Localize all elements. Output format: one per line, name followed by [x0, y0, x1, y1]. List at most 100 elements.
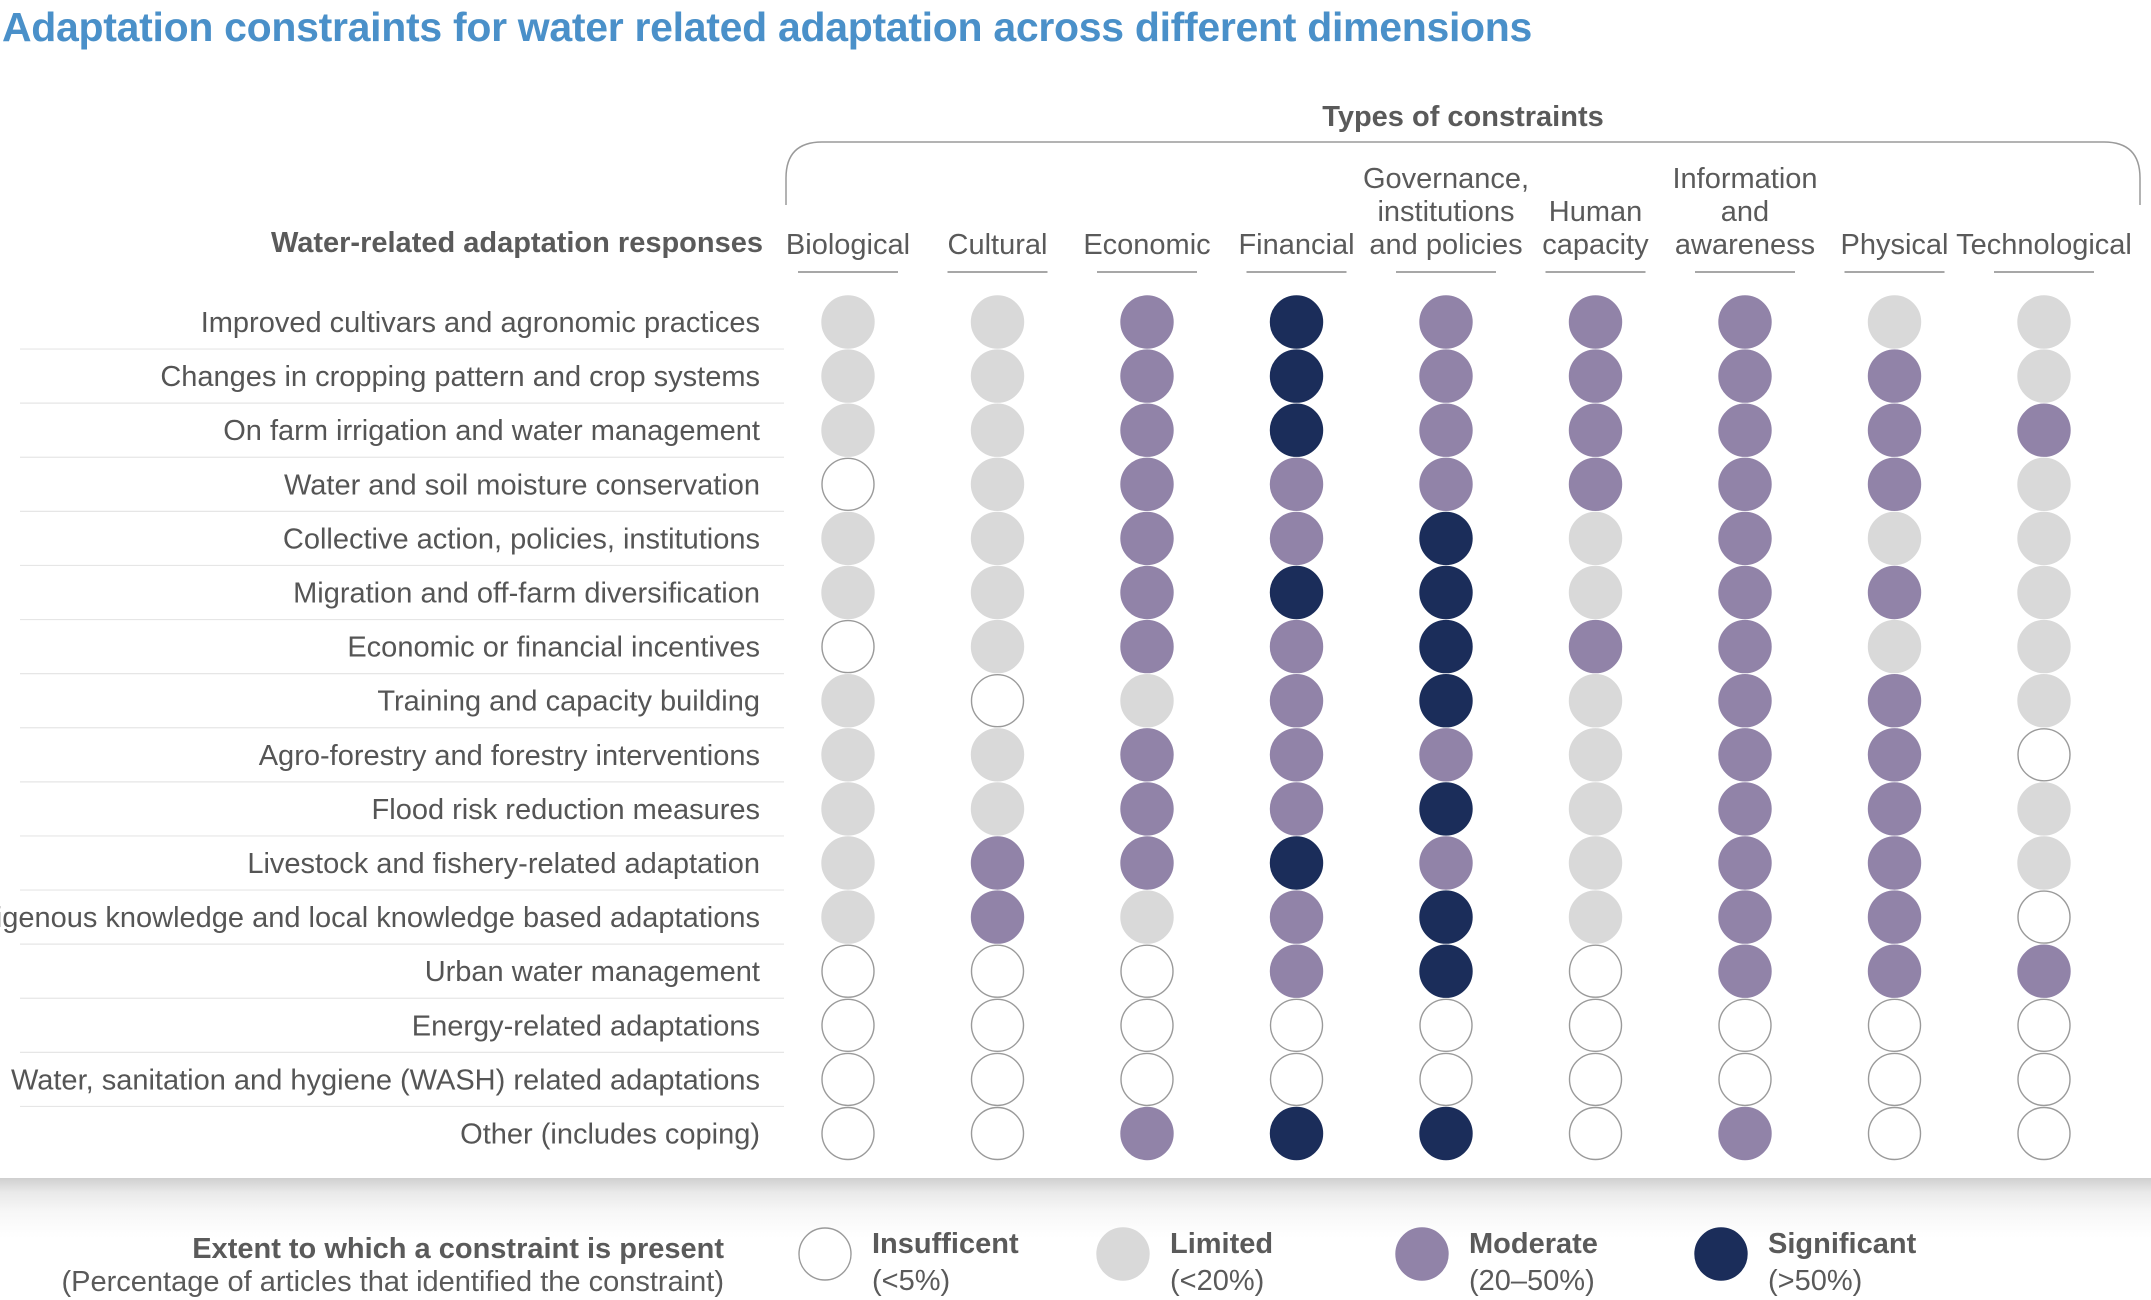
constraint-dot [1269, 457, 1324, 511]
constraint-dot [2017, 619, 2071, 674]
constraint-dot [1419, 782, 1473, 836]
constraint-dot [821, 728, 875, 782]
constraint-dot [1568, 565, 1623, 620]
constraint-dot [1419, 836, 1473, 890]
constraint-dot [821, 511, 875, 566]
constraint-dot [1120, 619, 1174, 674]
constraint-dot [1120, 403, 1174, 457]
constraint-dot [1269, 1106, 1324, 1161]
row-label: Collective action, policies, institution… [283, 523, 760, 555]
legend-item-range: (<5%) [872, 1265, 950, 1297]
constraint-dot [1419, 998, 1473, 1053]
constraint-dot [1867, 944, 1922, 998]
constraint-dot [1867, 836, 1922, 890]
column-header: Technological [1956, 229, 2132, 261]
constraint-dot [821, 836, 875, 890]
constraint-dot [970, 782, 1025, 836]
legend-item-range: (<20%) [1170, 1265, 1264, 1297]
row-label: Flood risk reduction measures [372, 794, 760, 826]
constraint-dot [1120, 511, 1174, 566]
constraint-dot [821, 782, 875, 836]
constraint-dot [2017, 836, 2071, 890]
column-header: Governance, institutions and policies [1363, 163, 1529, 261]
constraint-dot [1419, 674, 1473, 728]
constraint-dot [821, 890, 875, 944]
column-header: Biological [786, 229, 910, 261]
page-title: Adaptation constraints for water related… [2, 4, 1533, 50]
constraint-dot [970, 674, 1025, 728]
constraint-dot [1867, 1052, 1922, 1107]
constraint-dot [1419, 619, 1473, 674]
constraint-dot [1867, 457, 1922, 511]
constraint-dot [1867, 782, 1922, 836]
constraint-dot [1718, 728, 1772, 782]
constraint-dot [1120, 728, 1174, 782]
row-label: Urban water management [425, 956, 760, 988]
constraint-dot [821, 403, 875, 457]
constraint-dot [1419, 457, 1473, 511]
constraint-dot [2017, 403, 2071, 457]
legend-swatch [1395, 1227, 1449, 1281]
constraint-dot [1867, 1106, 1922, 1161]
constraint-dot [1419, 511, 1473, 566]
row-label: Livestock and fishery-related adaptation [247, 848, 760, 880]
constraint-dot [1867, 728, 1922, 782]
legend-band [0, 1178, 2151, 1300]
constraint-dot [1120, 782, 1174, 836]
constraint-dot [2017, 565, 2071, 620]
constraint-dot [1718, 674, 1772, 728]
row-label: Migration and off-farm diversification [293, 578, 760, 610]
constraint-dot [1269, 295, 1324, 349]
constraint-dot [1568, 674, 1623, 728]
constraint-dot [1568, 944, 1623, 998]
constraint-dot [1120, 674, 1174, 728]
constraint-dot [1568, 836, 1623, 890]
constraint-dot [970, 349, 1025, 403]
constraint-dot [970, 1106, 1025, 1161]
constraint-dot [1867, 674, 1922, 728]
legend-item-range: (>50%) [1768, 1265, 1862, 1297]
constraint-dot [1718, 619, 1772, 674]
legend-swatch [1096, 1227, 1150, 1281]
row-label: Water, sanitation and hygiene (WASH) rel… [11, 1064, 760, 1096]
constraint-dot [2017, 1106, 2071, 1161]
constraint-dot [1120, 1106, 1174, 1161]
constraint-dot [1867, 890, 1922, 944]
column-header: Financial [1238, 229, 1354, 261]
constraint-dot [1568, 1052, 1623, 1107]
constraint-dot [1120, 890, 1174, 944]
constraint-dot [1120, 1052, 1174, 1107]
constraint-dot [970, 998, 1025, 1053]
constraint-dot [821, 998, 875, 1053]
constraint-dot [1419, 403, 1473, 457]
row-label: Indigenous knowledge and local knowledge… [0, 902, 760, 934]
constraint-dot [1718, 782, 1772, 836]
constraint-dot [1867, 511, 1922, 566]
constraint-dot [970, 1052, 1025, 1107]
legend-item-label: Limited [1170, 1228, 1273, 1260]
constraint-dot [1120, 836, 1174, 890]
constraint-dot [1120, 998, 1174, 1053]
column-group-bracket [785, 141, 2141, 205]
constraint-dot [1867, 403, 1922, 457]
constraint-dot [1568, 349, 1623, 403]
constraint-dot [1718, 944, 1772, 998]
constraint-dot [821, 674, 875, 728]
constraint-dot [1718, 1106, 1772, 1161]
constraint-dot [1718, 565, 1772, 620]
constraint-dot [1568, 890, 1623, 944]
constraint-dot [1419, 1106, 1473, 1161]
constraint-dot [2017, 728, 2071, 782]
row-label: Improved cultivars and agronomic practic… [201, 307, 760, 339]
constraint-dot [970, 619, 1025, 674]
row-label: Training and capacity building [377, 686, 760, 718]
constraint-dot [821, 457, 875, 511]
row-label: Water and soil moisture conservation [284, 469, 760, 501]
constraint-dot [1718, 1052, 1772, 1107]
legend-title: Extent to which a constraint is present [192, 1233, 724, 1265]
constraint-dot [2017, 890, 2071, 944]
constraint-dot [1568, 295, 1623, 349]
row-label: Energy-related adaptations [412, 1010, 760, 1042]
constraint-dot [821, 349, 875, 403]
legend-subtitle: (Percentage of articles that identified … [61, 1266, 724, 1298]
